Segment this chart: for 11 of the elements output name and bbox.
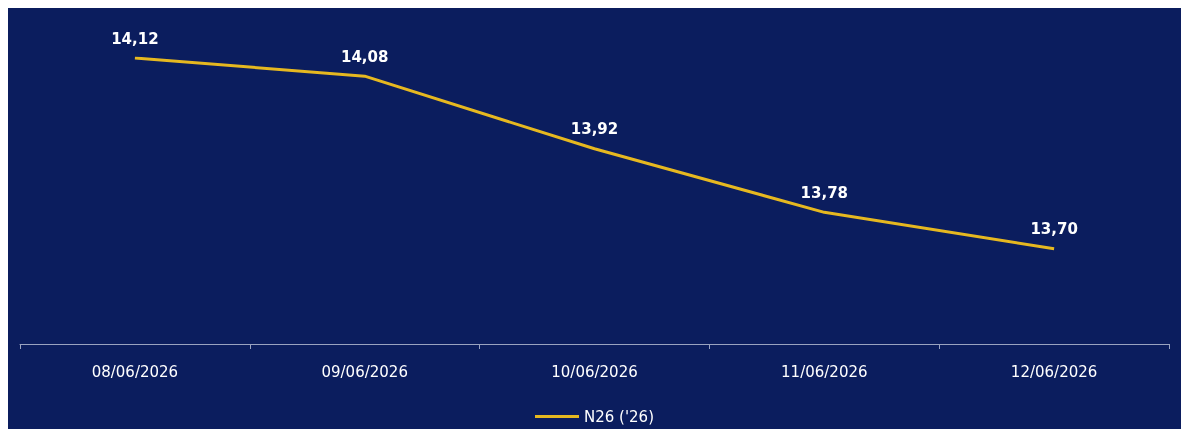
x-tick-label: 11/06/2026 (781, 362, 868, 381)
data-label: 13,78 (800, 183, 849, 202)
x-tick-label: 12/06/2026 (1010, 362, 1098, 381)
legend-label: N26 ('26) (584, 407, 654, 426)
x-tick-label: 08/06/2026 (91, 362, 179, 381)
x-tick-label: 10/06/2026 (551, 362, 638, 381)
data-label: 13,92 (570, 120, 619, 139)
x-tick-label: 09/06/2026 (321, 362, 408, 381)
data-label: 14,12 (111, 29, 159, 48)
data-label: 14,08 (340, 47, 389, 66)
data-label: 13,70 (1030, 220, 1078, 239)
